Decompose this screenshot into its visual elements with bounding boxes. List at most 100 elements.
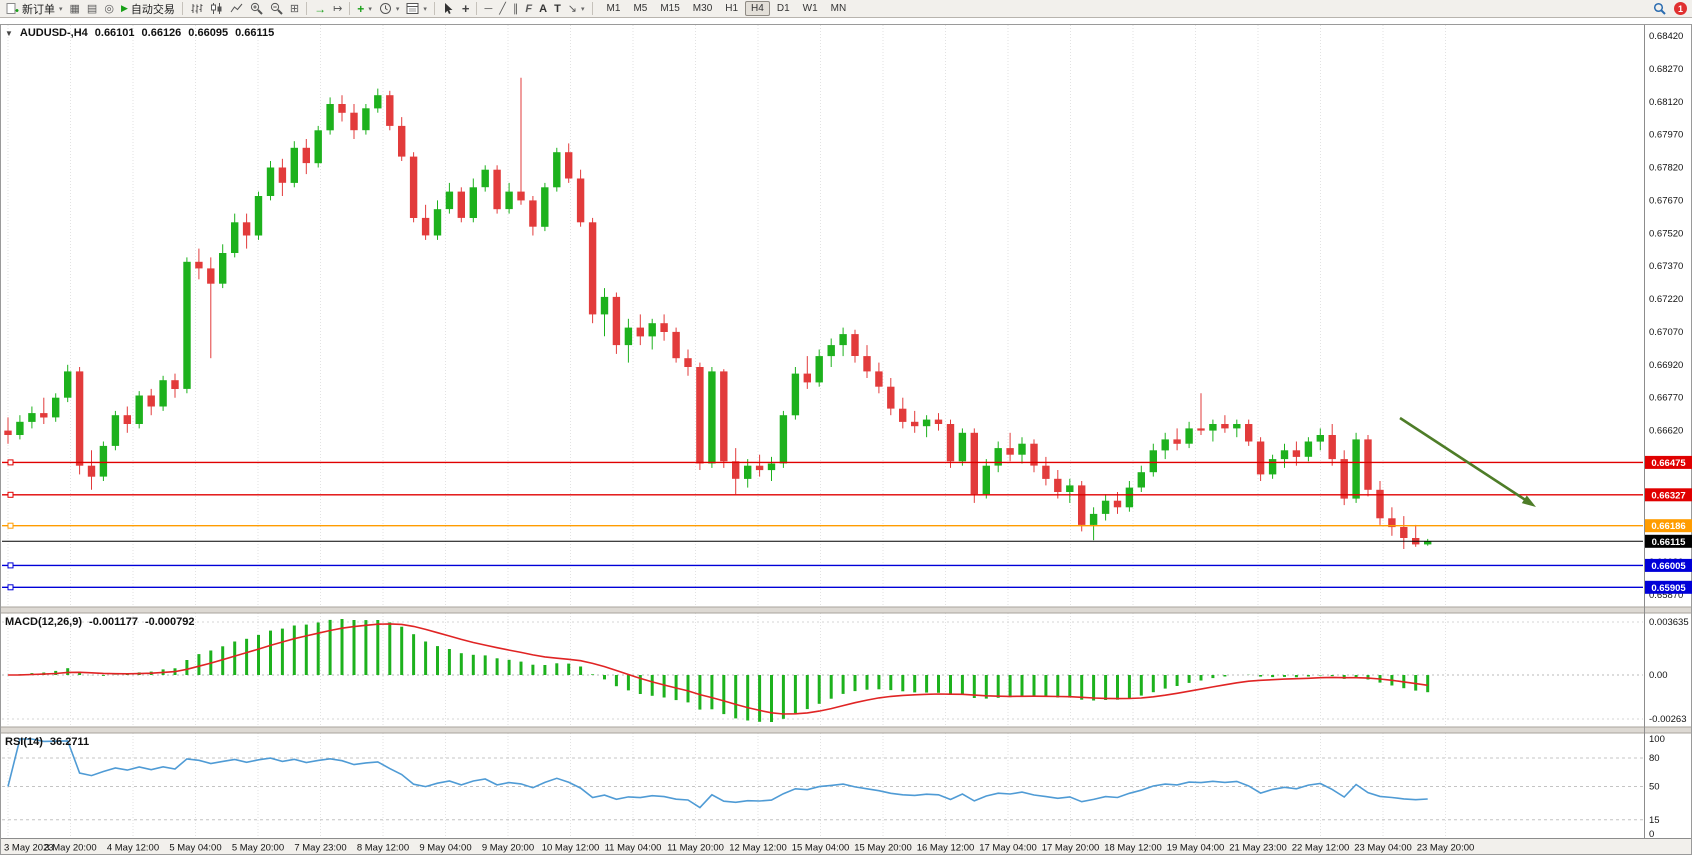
ohlc-bars-icon — [191, 4, 203, 14]
tile-windows-button[interactable]: ⊞ — [287, 1, 302, 17]
svg-text:0.66005: 0.66005 — [1651, 561, 1686, 572]
level-handle[interactable] — [7, 459, 14, 466]
line-chart-icon — [230, 3, 243, 13]
svg-text:0: 0 — [1649, 829, 1654, 840]
svg-text:0.67670: 0.67670 — [1649, 195, 1683, 206]
toolbar-right-group: 1 — [1650, 1, 1689, 17]
tile-windows-icon: ⊞ — [289, 2, 300, 15]
rsi-line — [7, 738, 1428, 809]
svg-text:23 May 04:00: 23 May 04:00 — [1354, 843, 1412, 854]
level-handle[interactable] — [7, 584, 14, 591]
indicators-button[interactable]: + ▾ — [354, 1, 375, 17]
zoom-out-button[interactable] — [267, 1, 286, 17]
templates-button[interactable]: ▾ — [403, 1, 430, 17]
text-tool-button[interactable]: A — [536, 1, 550, 17]
collapse-triangle-icon[interactable]: ▼ — [5, 28, 13, 38]
zoom-out-icon — [270, 2, 283, 15]
timeframe-mn-button[interactable]: MN — [830, 3, 847, 14]
toolbar-separator — [591, 2, 593, 15]
trendline-tool-button[interactable]: ╱ — [496, 1, 509, 17]
toolbar-separator — [476, 2, 478, 15]
svg-text:21 May 23:00: 21 May 23:00 — [1229, 843, 1287, 854]
new-order-icon — [6, 3, 19, 14]
clock-icon — [379, 3, 391, 14]
macd-signal-line — [7, 623, 1428, 715]
level-handle[interactable] — [7, 522, 14, 529]
svg-text:0.66475: 0.66475 — [1651, 458, 1686, 469]
svg-text:15 May 20:00: 15 May 20:00 — [854, 843, 912, 854]
svg-text:23 May 20:00: 23 May 20:00 — [1417, 843, 1475, 854]
svg-text:5 May 20:00: 5 May 20:00 — [232, 843, 284, 854]
svg-text:0.66115: 0.66115 — [1652, 537, 1687, 548]
svg-text:0.67820: 0.67820 — [1649, 163, 1683, 174]
level-handle[interactable] — [7, 491, 14, 498]
panel-splitter[interactable] — [0, 726, 1692, 734]
timeframe-m30-button[interactable]: M30 — [692, 3, 713, 14]
svg-text:9 May 04:00: 9 May 04:00 — [419, 843, 471, 854]
svg-text:0.003635: 0.003635 — [1649, 617, 1689, 628]
autoscroll-icon: → — [314, 1, 327, 16]
timeframe-h4-button[interactable]: H4 — [745, 1, 770, 16]
level-line-0.66475[interactable] — [2, 459, 1643, 466]
dropdown-icon: ▾ — [395, 5, 400, 13]
equidistant-channel-icon: ∥ — [512, 2, 519, 15]
svg-text:19 May 04:00: 19 May 04:00 — [1167, 843, 1225, 854]
level-line-0.66327[interactable] — [2, 491, 1643, 498]
timeframe-d1-button[interactable]: D1 — [776, 3, 790, 14]
svg-text:0.66770: 0.66770 — [1649, 393, 1683, 404]
svg-text:22 May 12:00: 22 May 12:00 — [1292, 843, 1350, 854]
svg-text:7 May 23:00: 7 May 23:00 — [294, 843, 346, 854]
arrows-tool-button[interactable]: ↘ ▾ — [565, 1, 588, 17]
autoscroll-button[interactable]: → — [311, 1, 329, 17]
horizontal-line-tool-button[interactable]: ─ — [481, 1, 495, 17]
timeframe-m15-button[interactable]: M15 — [660, 3, 680, 14]
new-order-button[interactable]: 新订单 ▾ — [3, 1, 66, 17]
svg-text:0.65870: 0.65870 — [1649, 590, 1683, 601]
dropdown-icon: ▾ — [368, 5, 372, 13]
svg-text:16 May 12:00: 16 May 12:00 — [917, 843, 975, 854]
trend-arrow-annotation[interactable] — [1399, 416, 1536, 507]
fibonacci-tool-button[interactable]: F — [522, 1, 535, 17]
chart-canvas[interactable]: 0.003635 0.00 -0.00263 100 80 50 15 0 0.68420 0.6… — [0, 18, 1692, 855]
search-button[interactable] — [1650, 1, 1669, 17]
zoom-in-button[interactable] — [247, 1, 266, 17]
indicators-add-icon: + — [357, 1, 365, 16]
timeframe-h1-button[interactable]: H1 — [725, 3, 739, 14]
time-axis[interactable] — [0, 839, 1692, 855]
candles — [4, 77, 1432, 549]
level-handle[interactable] — [7, 562, 14, 569]
text-tool-icon: A — [539, 2, 548, 15]
line-chart-type-button[interactable] — [227, 1, 246, 17]
periods-button[interactable]: ▾ — [376, 1, 403, 17]
alerts-button[interactable]: ◎ — [101, 1, 117, 17]
bar-chart-type-button[interactable] — [187, 1, 206, 17]
level-line-0.65905[interactable] — [2, 584, 1643, 591]
text-label-tool-button[interactable]: T — [551, 1, 564, 17]
svg-text:4 May 12:00: 4 May 12:00 — [107, 843, 159, 854]
level-line-0.66186[interactable] — [2, 522, 1643, 529]
chart-window-button[interactable]: ▦ — [67, 1, 83, 17]
panel-splitter[interactable] — [0, 606, 1692, 614]
autotrading-button[interactable]: ▶ 自动交易 — [118, 1, 178, 17]
candlestick-chart-type-button[interactable] — [207, 1, 226, 17]
svg-text:15: 15 — [1649, 815, 1660, 826]
svg-text:0.68120: 0.68120 — [1649, 97, 1683, 108]
price-tag-0.65905: 0.65905 — [1645, 580, 1692, 594]
chart-shift-button[interactable]: ↦ — [330, 1, 345, 17]
profiles-button[interactable]: ▤ — [84, 1, 100, 17]
channel-tool-button[interactable]: ∥ — [510, 1, 522, 17]
svg-text:17 May 20:00: 17 May 20:00 — [1042, 843, 1100, 854]
cursor-button[interactable] — [439, 1, 458, 17]
notification-badge[interactable]: 1 — [1674, 2, 1687, 15]
timeframe-m5-button[interactable]: M5 — [633, 3, 648, 14]
timeframe-w1-button[interactable]: W1 — [802, 3, 818, 14]
price-tag-0.66186: 0.66186 — [1645, 519, 1692, 533]
template-icon — [406, 3, 419, 14]
timeframe-m1-button[interactable]: M1 — [606, 3, 621, 14]
autotrading-label: 自动交易 — [130, 3, 175, 16]
level-line-0.66005[interactable] — [2, 562, 1643, 569]
trendline-icon: ╱ — [499, 2, 506, 15]
crosshair-button[interactable]: + — [459, 1, 473, 17]
chart-shift-icon: ↦ — [333, 2, 343, 15]
svg-text:-0.00263: -0.00263 — [1649, 714, 1687, 725]
